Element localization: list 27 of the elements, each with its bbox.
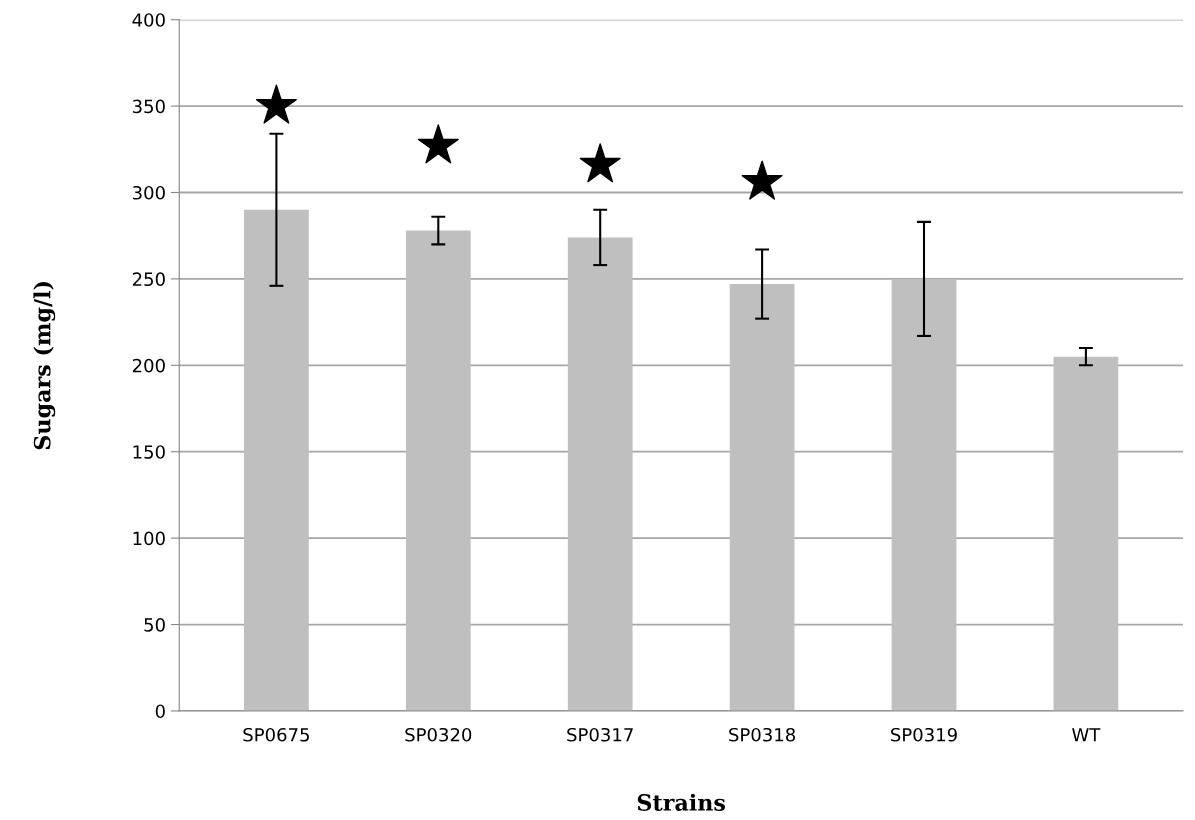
y-tick-label: 200: [132, 358, 165, 373]
x-tick-label: SP0320: [405, 727, 472, 742]
y-tick-label: 300: [132, 185, 165, 200]
bar: [891, 278, 957, 711]
point: [741, 160, 783, 200]
y-tick-label: 50: [144, 617, 165, 632]
y-tick-label: 0: [155, 704, 165, 719]
y-axis-title: Sugars (mg/l): [33, 282, 56, 450]
x-tick-label: SP0319: [891, 727, 957, 742]
x-tick-label: SP0318: [729, 727, 796, 742]
bar: [567, 237, 633, 711]
point: [255, 84, 297, 124]
bar: [405, 230, 471, 711]
y-tick-label: 350: [132, 99, 165, 114]
x-axis-title: Strains: [637, 793, 726, 811]
bar: [244, 209, 309, 711]
bar: [1053, 356, 1119, 711]
y-tick-label: 250: [132, 272, 165, 287]
point: [579, 143, 621, 183]
y-tick-label: 400: [132, 13, 165, 27]
point: [417, 124, 459, 164]
x-tick-label: SP0675: [243, 727, 309, 742]
x-tick-label: SP0317: [567, 727, 633, 742]
bar: [729, 284, 795, 711]
y-tick-label: 100: [133, 531, 165, 546]
y-tick-label: 150: [133, 445, 165, 459]
x-tick-label: WT: [1072, 728, 1101, 742]
